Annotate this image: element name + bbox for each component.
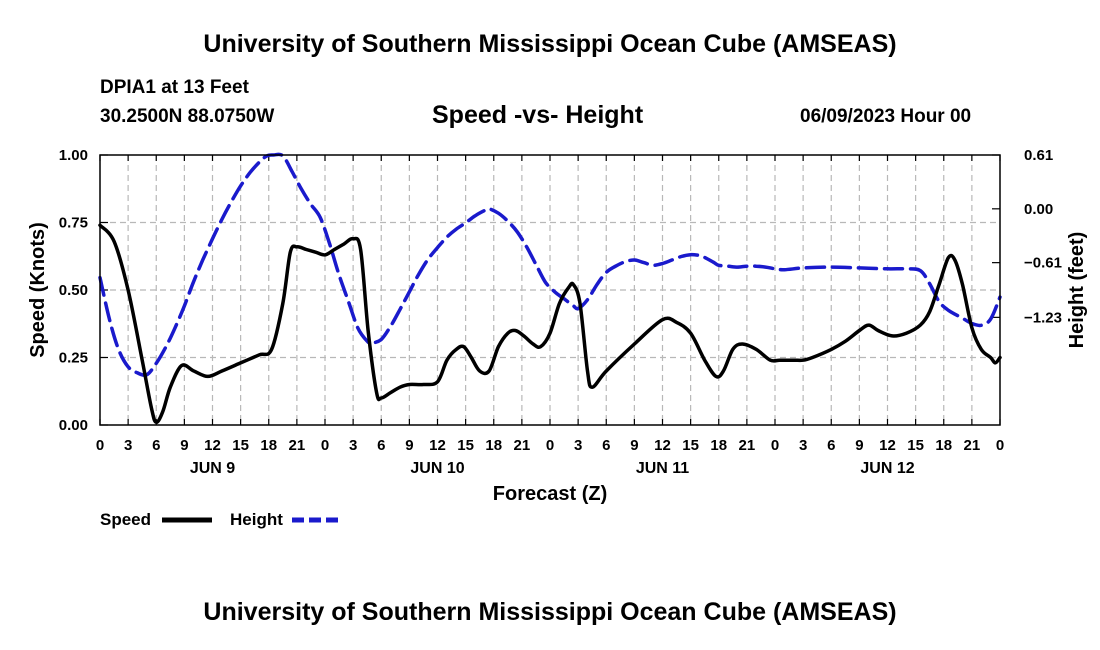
footer-title: University of Southern Mississippi Ocean… [203,598,897,626]
y-left-tick-label: 0.50 [59,282,88,299]
plot-frame [99,154,1001,426]
station-label: DPIA1 at 13 Feet [100,77,249,98]
axis-ticks: 0 3 6 9 12 15 18 21 0 3 6 9 12 15 18 21 0 3 6 9 12 15 18 21 0 3 6 9… [59,147,1062,477]
y-right-tick-label: 0.61 [1024,147,1053,164]
x-tick-label: 0 [96,437,104,454]
day-label: JUN 11 [636,460,689,477]
x-tick-label: 9 [630,437,638,454]
x-tick-label: 6 [602,437,610,454]
x-tick-label: 18 [710,437,727,454]
y-axis-right-label: Height (feet) [1066,232,1088,349]
x-tick-label: 21 [739,437,756,454]
y-axis-left-label: Speed (Knots) [27,222,49,358]
x-tick-label: 12 [654,437,671,454]
x-tick-label: 12 [204,437,221,454]
y-left-tick-label: 1.00 [59,147,88,164]
x-axis-label: Forecast (Z) [493,483,607,505]
x-tick-label: 15 [457,437,474,454]
legend-speed-label: Speed [100,510,151,529]
axis-labels: Forecast (Z) Speed (Knots) Height (feet) [27,222,1088,505]
x-tick-label: 0 [996,437,1004,454]
series-line-height [98,152,1002,378]
forecast-datetime: 06/09/2023 Hour 00 [800,106,972,127]
x-tick-label: 12 [429,437,446,454]
x-tick-label: 21 [964,437,981,454]
x-tick-label: 3 [349,437,357,454]
legend-height-label: Height [230,510,283,529]
day-label: JUN 12 [860,460,914,477]
x-tick-label: 9 [180,437,188,454]
x-tick-label: 0 [546,437,554,454]
y-left-tick-label: 0.25 [59,350,88,367]
day-label: JUN 9 [190,460,235,477]
x-tick-label: 21 [289,437,306,454]
series-layer [98,152,1002,425]
chart-title: University of Southern Mississippi Ocean… [203,30,897,58]
y-right-tick-label: −1.23 [1024,309,1062,326]
y-right-tick-label: −0.61 [1024,255,1062,272]
y-left-tick-label: 0.75 [59,215,88,232]
x-tick-label: 6 [827,437,835,454]
legend: Speed Height [100,510,342,529]
x-tick-label: 0 [321,437,329,454]
x-tick-label: 6 [377,437,385,454]
x-tick-label: 12 [879,437,896,454]
x-tick-label: 15 [907,437,924,454]
series-line-speed [98,223,1002,425]
x-tick-label: 18 [935,437,952,454]
x-tick-label: 18 [485,437,502,454]
y-right-tick-label: 0.00 [1024,201,1053,218]
x-tick-label: 9 [405,437,413,454]
x-tick-label: 15 [682,437,699,454]
x-tick-label: 18 [260,437,277,454]
x-tick-label: 3 [799,437,807,454]
x-tick-label: 3 [124,437,132,454]
coordinates-label: 30.2500N 88.0750W [100,106,275,127]
x-tick-label: 9 [855,437,863,454]
chart-subtitle: Speed -vs- Height [432,101,644,129]
x-tick-label: 3 [574,437,582,454]
day-label: JUN 10 [410,460,464,477]
x-tick-label: 6 [152,437,160,454]
x-tick-label: 21 [514,437,531,454]
y-left-tick-label: 0.00 [59,417,88,434]
x-tick-label: 15 [232,437,249,454]
x-tick-label: 0 [771,437,779,454]
